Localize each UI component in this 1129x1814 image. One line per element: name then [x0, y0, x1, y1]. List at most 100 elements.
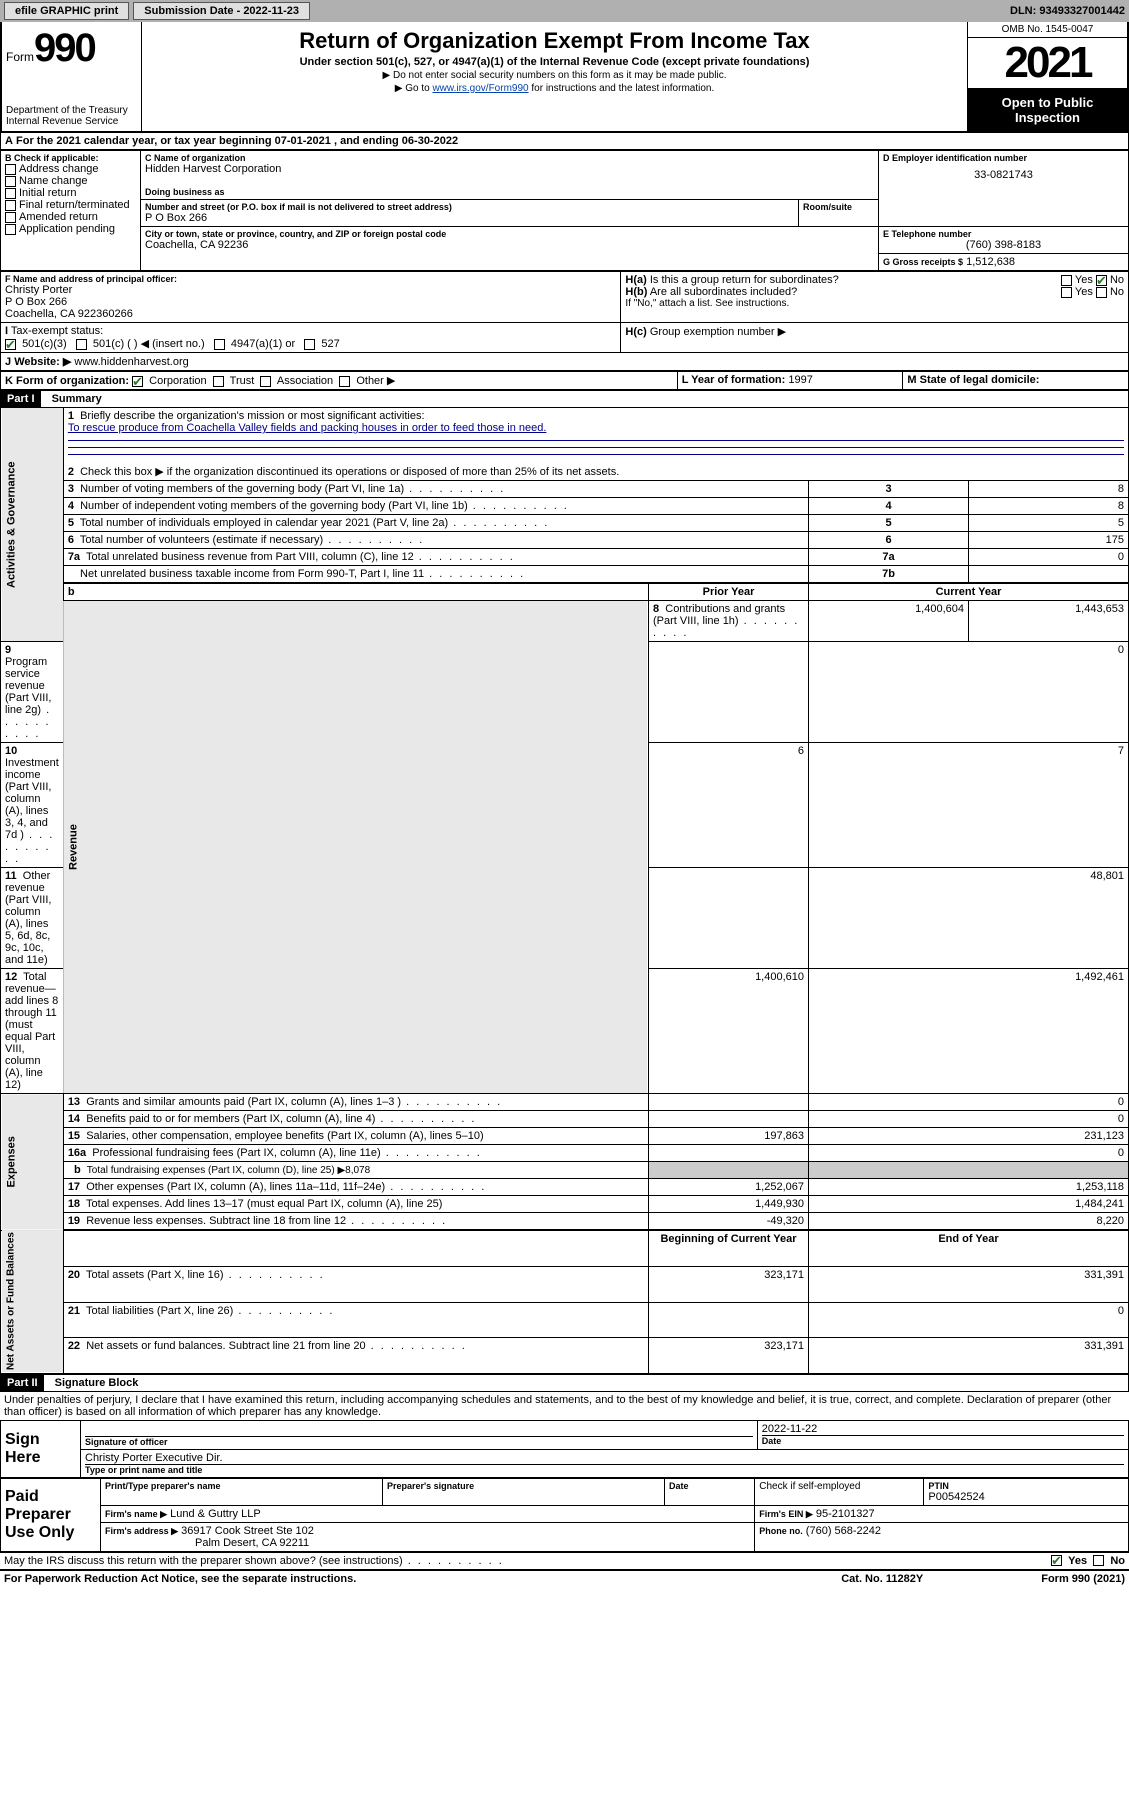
vert-expenses: Expenses	[1, 1094, 64, 1231]
check-amended-return[interactable]: Amended return	[5, 211, 136, 223]
part1-table: Part I Summary Activities & Governance 1…	[0, 390, 1129, 1374]
city-label: City or town, state or province, country…	[145, 229, 874, 239]
form-subtitle: Under section 501(c), 527, or 4947(a)(1)…	[148, 56, 961, 68]
vert-netassets: Net Assets or Fund Balances	[1, 1230, 64, 1373]
ein-label: D Employer identification number	[883, 153, 1124, 163]
check-501c3[interactable]	[5, 339, 16, 350]
submission-date-button[interactable]: Submission Date - 2022-11-23	[133, 2, 310, 20]
rev-row-8: 8 Contributions and grants (Part VIII, l…	[649, 601, 809, 642]
top-bar: efile GRAPHIC print Submission Date - 20…	[0, 0, 1129, 22]
check-application-pending[interactable]: Application pending	[5, 223, 136, 235]
check-association[interactable]	[260, 376, 271, 387]
exp-row-16b: b Total fundraising expenses (Part IX, c…	[1, 1162, 1129, 1179]
net-row-20: 20 Total assets (Part X, line 16)323,171…	[1, 1267, 1129, 1302]
note-link: Go to www.irs.gov/Form990 for instructio…	[148, 83, 961, 94]
note-ssn: Do not enter social security numbers on …	[148, 70, 961, 81]
officer-name: Christy Porter	[5, 284, 616, 296]
omb-number: OMB No. 1545-0047	[968, 22, 1127, 38]
sign-here-label: Sign Here	[1, 1420, 81, 1477]
tax-exempt-label: Tax-exempt status:	[11, 325, 103, 337]
h-a: H(a) Is this a group return for subordin…	[625, 274, 1124, 286]
state-domicile-label: M State of legal domicile:	[907, 374, 1039, 386]
room-label: Room/suite	[803, 202, 874, 212]
form-of-org-label: K Form of organization:	[5, 375, 129, 387]
form-footer: Form 990 (2021)	[1041, 1573, 1125, 1585]
check-4947[interactable]	[214, 339, 225, 350]
check-if-applicable-label: B Check if applicable:	[5, 153, 136, 163]
check-501c[interactable]	[76, 339, 87, 350]
irs-link[interactable]: www.irs.gov/Form990	[432, 83, 528, 94]
check-527[interactable]	[304, 339, 315, 350]
ptin-value: P00542524	[928, 1491, 1124, 1503]
check-initial-return[interactable]: Initial return	[5, 187, 136, 199]
street-label: Number and street (or P.O. box if mail i…	[145, 202, 794, 212]
check-corporation[interactable]	[132, 376, 143, 387]
check-name-change[interactable]: Name change	[5, 175, 136, 187]
h-c: H(c) Group exemption number ▶	[621, 323, 1129, 353]
gov-row-5: 5 Total number of individuals employed i…	[1, 515, 1129, 532]
ein-value: 33-0821743	[883, 163, 1124, 187]
gov-row-3: 3 Number of voting members of the govern…	[1, 481, 1129, 498]
may-irs-row: May the IRS discuss this return with the…	[0, 1552, 1129, 1569]
paid-preparer-label: Paid Preparer Use Only	[1, 1478, 101, 1551]
exp-row-17: 17 Other expenses (Part IX, column (A), …	[1, 1179, 1129, 1196]
check-other[interactable]	[339, 376, 350, 387]
identity-block: B Check if applicable: Address change Na…	[0, 150, 1129, 271]
telephone-value: (760) 398-8183	[883, 239, 1124, 251]
net-row-22: 22 Net assets or fund balances. Subtract…	[1, 1338, 1129, 1374]
exp-row-16a: 16a Professional fundraising fees (Part …	[1, 1145, 1129, 1162]
website-label: Website: ▶	[14, 356, 71, 368]
officer-addr1: P O Box 266	[5, 296, 616, 308]
officer-label: F Name and address of principal officer:	[5, 274, 616, 284]
year-formation-value: 1997	[788, 374, 812, 386]
mission-text: To rescue produce from Coachella Valley …	[68, 422, 547, 434]
department-label: Department of the Treasury Internal Reve…	[6, 105, 137, 127]
type-name-label: Type or print name and title	[85, 1465, 1124, 1475]
exp-row-19: 19 Revenue less expenses. Subtract line …	[1, 1213, 1129, 1231]
year-formation-label: L Year of formation:	[682, 374, 786, 386]
klm-block: K Form of organization: Corporation Trus…	[0, 371, 1129, 390]
line-a: A For the 2021 calendar year, or tax yea…	[0, 133, 1129, 150]
vert-governance: Activities & Governance	[1, 408, 64, 642]
open-public-badge: Open to Public Inspection	[968, 89, 1127, 131]
part1-header: Part I	[1, 391, 41, 407]
form-header: Form 990 Department of the Treasury Inte…	[0, 22, 1129, 133]
paid-preparer-block: Paid Preparer Use Only Print/Type prepar…	[0, 1478, 1129, 1552]
firm-addr2: Palm Desert, CA 92211	[105, 1537, 309, 1549]
website-value: www.hiddenharvest.org	[74, 356, 188, 368]
gov-row-6: 6 Total number of volunteers (estimate i…	[1, 532, 1129, 549]
firm-addr1: 36917 Cook Street Ste 102	[181, 1525, 314, 1537]
may-irs-no[interactable]	[1093, 1555, 1104, 1566]
officer-print-name: Christy Porter Executive Dir.	[85, 1452, 1124, 1465]
form-title: Return of Organization Exempt From Incom…	[148, 28, 961, 54]
efile-button[interactable]: efile GRAPHIC print	[4, 2, 129, 20]
col-header-row: bPrior YearCurrent Year	[1, 583, 1129, 601]
vert-revenue: Revenue	[63, 601, 648, 1094]
gov-row-4: 4 Number of independent voting members o…	[1, 498, 1129, 515]
exp-row-15: 15 Salaries, other compensation, employe…	[1, 1128, 1129, 1145]
form-number: Form 990	[6, 26, 137, 71]
telephone-label: E Telephone number	[883, 229, 1124, 239]
part2-subtitle: Signature Block	[47, 1377, 139, 1389]
h-b: H(b) Are all subordinates included? Yes …	[625, 286, 1124, 298]
may-irs-yes[interactable]	[1051, 1555, 1062, 1566]
gov-row-7b: Net unrelated business taxable income fr…	[1, 566, 1129, 584]
check-final-return[interactable]: Final return/terminated	[5, 199, 136, 211]
gross-receipts-label: G Gross receipts $	[883, 257, 963, 267]
part1-subtitle: Summary	[44, 393, 102, 405]
dln-label: DLN: 93493327001442	[1010, 5, 1125, 17]
firm-phone: (760) 568-2242	[806, 1525, 881, 1537]
h-b-note: If "No," attach a list. See instructions…	[625, 298, 1124, 309]
check-address-change[interactable]: Address change	[5, 163, 136, 175]
self-employed-check[interactable]: Check if self-employed	[755, 1478, 924, 1505]
footer-row: For Paperwork Reduction Act Notice, see …	[0, 1569, 1129, 1587]
part2-header: Part II	[1, 1375, 44, 1391]
firm-name: Lund & Guttry LLP	[170, 1508, 261, 1520]
date-label: Date	[762, 1435, 1124, 1446]
check-trust[interactable]	[213, 376, 224, 387]
city-value: Coachella, CA 92236	[145, 239, 874, 251]
perjury-text: Under penalties of perjury, I declare th…	[0, 1392, 1129, 1420]
exp-row-18: 18 Total expenses. Add lines 13–17 (must…	[1, 1196, 1129, 1213]
sig-officer-label: Signature of officer	[85, 1437, 753, 1447]
exp-row-13: 13 Grants and similar amounts paid (Part…	[63, 1094, 648, 1111]
